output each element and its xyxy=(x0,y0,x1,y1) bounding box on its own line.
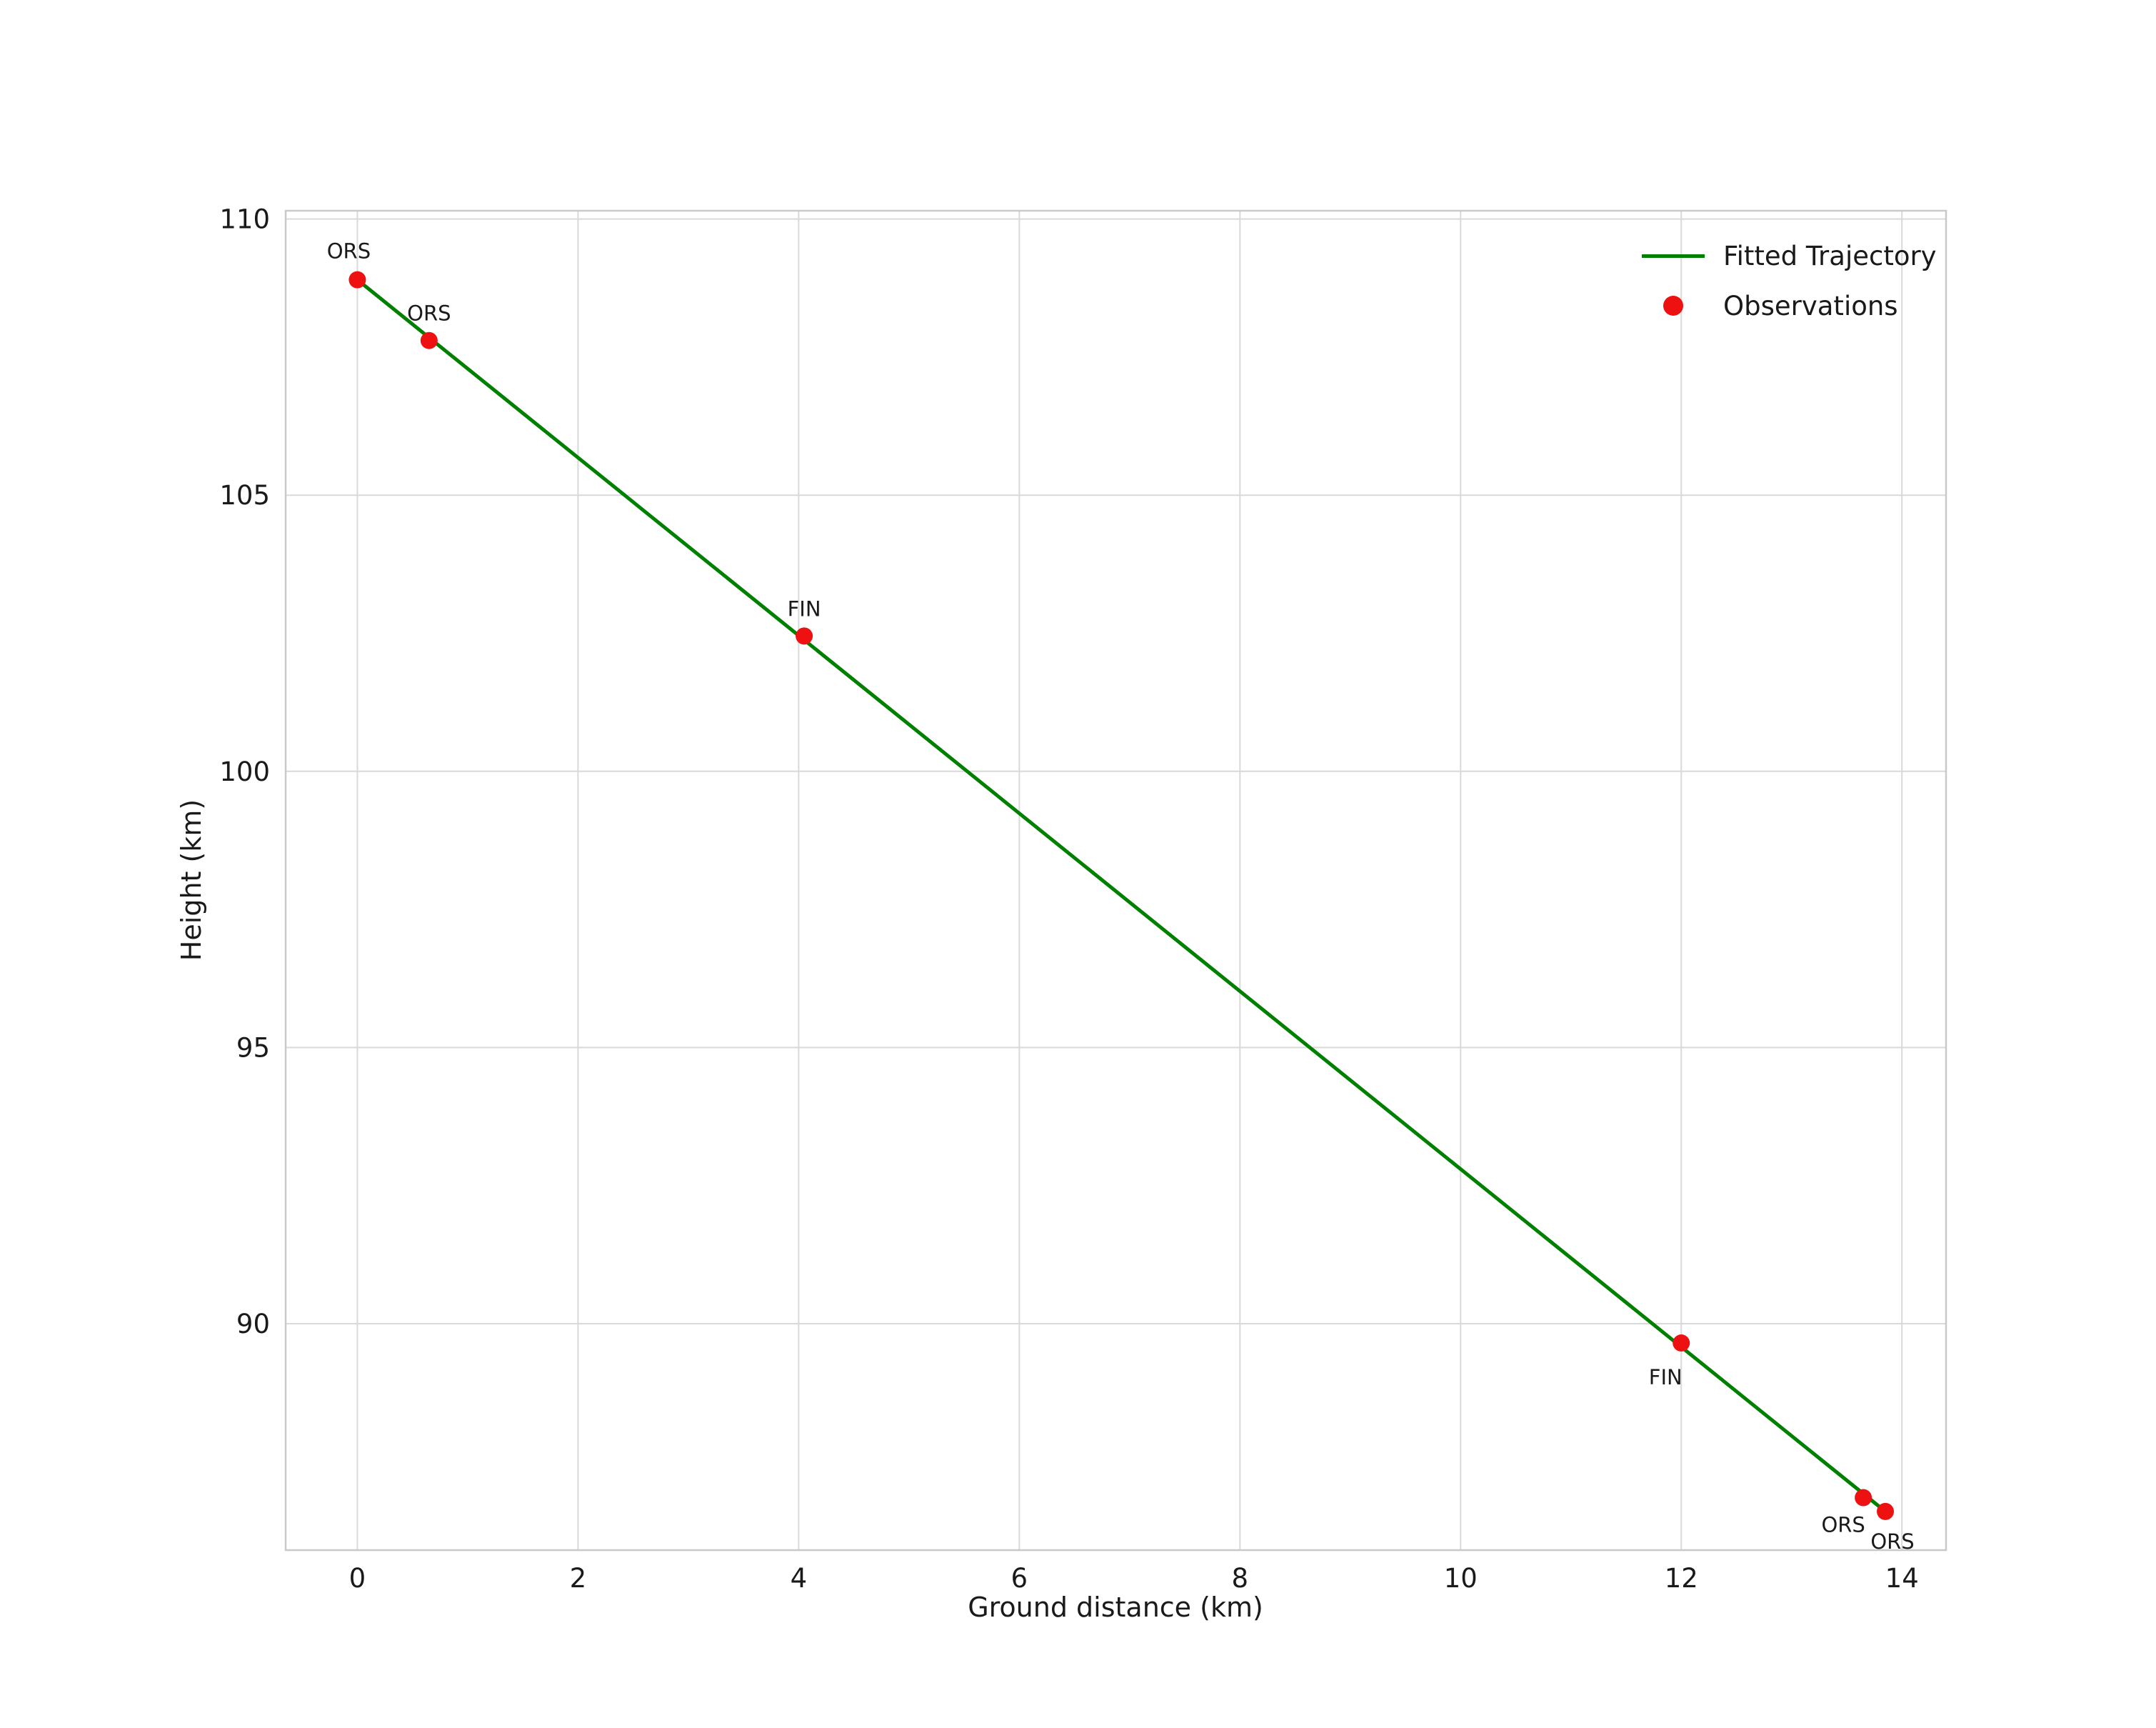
x-tick-label: 4 xyxy=(791,1563,808,1594)
legend-label-observations: Observations xyxy=(1723,290,1898,321)
observation-label: ORS xyxy=(1821,1513,1865,1537)
y-tick-label: 90 xyxy=(236,1309,270,1339)
observation-point xyxy=(1877,1502,1895,1520)
legend-marker-icon xyxy=(1639,296,1708,316)
observation-label: ORS xyxy=(1870,1529,1914,1554)
fitted-trajectory-line xyxy=(355,278,1887,1514)
observation-point xyxy=(349,271,366,289)
legend-label-fitted-trajectory: Fitted Trajectory xyxy=(1723,240,1937,271)
x-tick-label: 0 xyxy=(349,1563,366,1594)
legend-line-icon xyxy=(1639,254,1708,258)
observation-label: FIN xyxy=(788,596,821,621)
y-axis-label: Height (km) xyxy=(176,799,207,962)
x-tick-label: 12 xyxy=(1665,1563,1698,1594)
legend: Fitted Trajectory Observations xyxy=(1639,236,1937,326)
observation-label: FIN xyxy=(1649,1365,1683,1389)
observation-point xyxy=(796,627,813,645)
observation-label: ORS xyxy=(407,301,451,326)
observation-point xyxy=(1855,1489,1872,1507)
x-tick-label: 10 xyxy=(1444,1563,1478,1594)
y-tick-label: 105 xyxy=(219,480,270,511)
legend-entry-observations: Observations xyxy=(1639,286,1937,326)
y-tick-label: 95 xyxy=(236,1032,270,1063)
y-tick-label: 100 xyxy=(219,756,270,787)
plot-border xyxy=(284,209,1947,1552)
observation-label: ORS xyxy=(327,239,371,264)
x-tick-label: 8 xyxy=(1232,1563,1249,1594)
y-tick-label: 110 xyxy=(219,204,270,235)
x-tick-label: 2 xyxy=(570,1563,587,1594)
observation-point xyxy=(1673,1334,1690,1352)
x-axis-label: Ground distance (km) xyxy=(968,1592,1263,1623)
legend-entry-fitted-trajectory: Fitted Trajectory xyxy=(1639,236,1937,276)
x-tick-label: 14 xyxy=(1885,1563,1919,1594)
observation-point xyxy=(420,331,438,349)
x-tick-label: 6 xyxy=(1011,1563,1028,1594)
